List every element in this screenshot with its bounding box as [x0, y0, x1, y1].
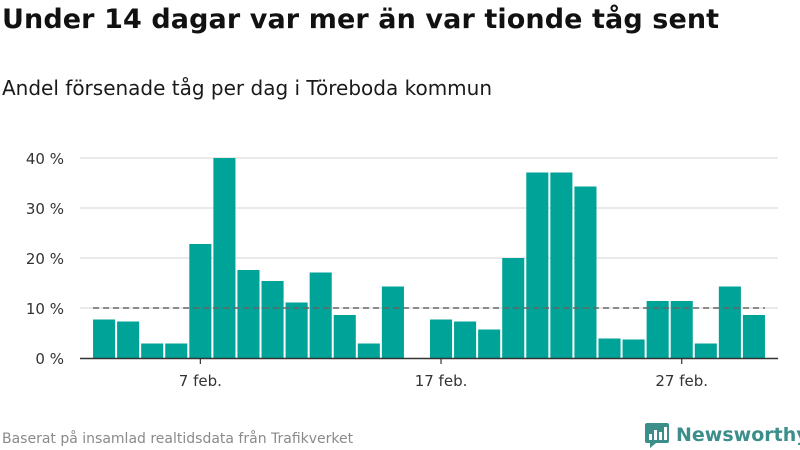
bar [141, 343, 164, 358]
gridlines [80, 157, 778, 309]
bar [478, 329, 501, 358]
bar [550, 172, 573, 358]
bar [309, 272, 332, 358]
x-tick-label: 27 feb. [655, 372, 708, 390]
y-tick-label: 30 % [26, 200, 64, 218]
x-tick-label: 7 feb. [179, 372, 222, 390]
bar [742, 315, 765, 358]
x-axis: 7 feb. 17 feb. 27 feb. [80, 357, 778, 390]
bar [117, 321, 140, 358]
brand-logo[interactable]: Newsworthy [644, 420, 800, 450]
bar [430, 319, 453, 358]
bar [694, 343, 717, 358]
bar [165, 343, 188, 358]
newsworthy-logo-icon [645, 423, 669, 448]
bar [454, 321, 477, 358]
y-tick-label: 0 % [35, 350, 64, 368]
bar [237, 270, 260, 358]
bar [598, 338, 621, 358]
bar [333, 315, 356, 358]
bar [622, 339, 645, 358]
bars [93, 158, 765, 358]
chart-subtitle: Andel försenade tåg per dag i Töreboda k… [2, 76, 493, 100]
y-tick-label: 40 % [26, 150, 64, 168]
bar [526, 172, 549, 358]
bar [213, 158, 236, 358]
bar [646, 301, 669, 358]
bar-chart: 0 % 10 % 20 % 30 % 40 % 7 feb. 17 feb. 27 feb. [26, 150, 778, 390]
y-tick-label: 20 % [26, 250, 64, 268]
y-axis-tick-labels: 0 % 10 % 20 % 30 % 40 % [26, 150, 64, 368]
bar [574, 186, 597, 358]
y-tick-label: 10 % [26, 300, 64, 318]
bar [189, 244, 212, 358]
source-note: Baserat på insamlad realtidsdata från Tr… [2, 431, 354, 447]
bar [718, 286, 741, 358]
bar [381, 286, 404, 358]
bar [357, 343, 380, 358]
x-tick-label: 17 feb. [415, 372, 468, 390]
chart-title: Under 14 dagar var mer än var tionde tåg… [2, 4, 720, 35]
bar [93, 319, 116, 358]
bar [670, 301, 693, 358]
bar [261, 281, 284, 358]
brand-name: Newsworthy [676, 424, 800, 446]
bar [285, 302, 308, 358]
